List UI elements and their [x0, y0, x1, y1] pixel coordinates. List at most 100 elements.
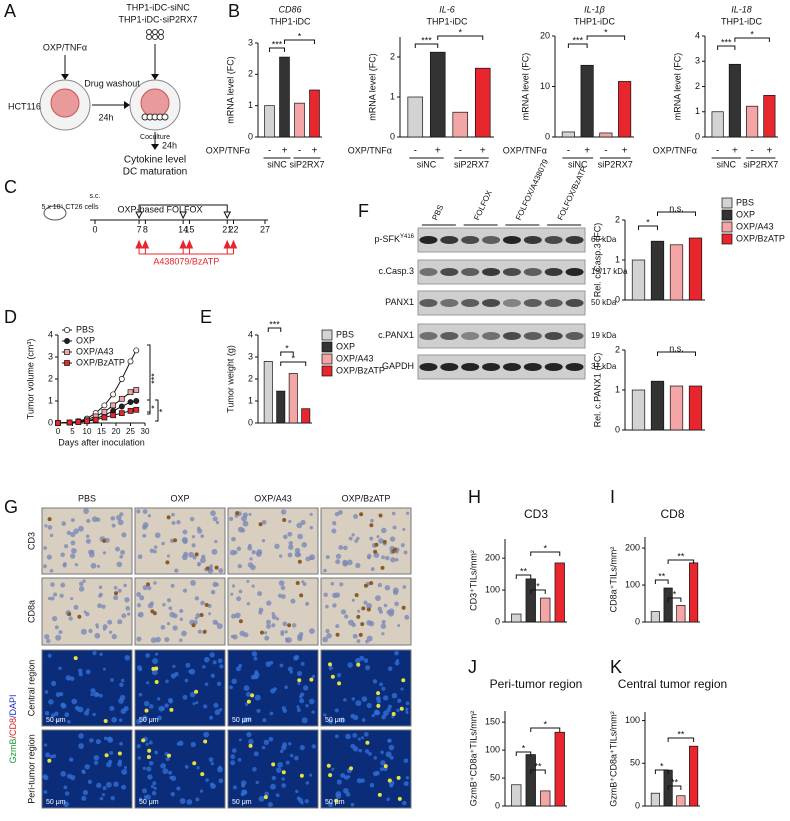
nucleus: [88, 628, 93, 634]
day-label: 0: [92, 224, 97, 234]
nucleus: [64, 712, 70, 718]
x-row-label: OXP/TNFα: [503, 145, 547, 155]
positive-cell: [67, 612, 72, 617]
nucleus: [251, 651, 258, 657]
nucleus: [188, 669, 193, 674]
row-name: PANX1: [385, 297, 414, 307]
nucleus: [65, 675, 72, 681]
blot-band: [461, 332, 480, 340]
positive-cell: [200, 772, 205, 777]
x-tick-label: +: [622, 146, 628, 157]
nucleus: [299, 692, 305, 697]
nucleus: [103, 736, 108, 741]
nucleus: [340, 772, 346, 778]
nucleus: [232, 634, 238, 640]
nucleus: [381, 632, 385, 636]
nucleus: [280, 632, 284, 637]
marker: [118, 403, 125, 410]
x-tick-label: 5: [70, 427, 75, 436]
bar: [689, 745, 699, 807]
label: 24h: [98, 112, 113, 122]
marker: [110, 402, 116, 409]
drug-arrow: [141, 239, 150, 254]
panel-letter: I: [610, 487, 615, 507]
dc-icon: [152, 29, 158, 35]
bar: [525, 578, 536, 623]
nucleus: [138, 797, 143, 801]
drug-arrow: [185, 239, 194, 254]
blot-band: [544, 268, 563, 276]
nucleus: [204, 656, 210, 663]
nucleus: [194, 596, 200, 601]
nucleus: [214, 539, 218, 544]
nucleus: [305, 781, 310, 785]
positive-cell: [173, 538, 178, 543]
nucleus: [90, 562, 97, 569]
bar: [301, 408, 311, 424]
nucleus: [229, 685, 233, 690]
nucleus: [184, 764, 189, 769]
nucleus: [126, 612, 131, 616]
nucleus: [305, 703, 309, 708]
nucleus: [376, 699, 382, 704]
legend-marker: [64, 349, 70, 355]
y-tick-label: 0: [248, 131, 253, 141]
sig-label: ***: [272, 39, 283, 49]
nucleus: [394, 601, 399, 607]
nucleus: [96, 564, 101, 568]
nucleus: [285, 760, 290, 765]
size-label: 19/17 kDa: [591, 267, 628, 276]
nucleus: [179, 608, 184, 613]
nucleus: [261, 745, 266, 750]
nucleus: [51, 615, 58, 622]
nucleus: [78, 672, 83, 677]
nucleus: [54, 711, 59, 717]
nucleus: [86, 518, 91, 524]
y-tick-label: 2: [615, 344, 620, 354]
nucleus: [78, 733, 84, 739]
nucleus: [66, 773, 72, 779]
sig-label: n.s.: [669, 343, 684, 353]
nucleus: [335, 553, 342, 559]
nucleus: [386, 797, 390, 802]
bar: [580, 64, 594, 138]
nucleus: [101, 793, 106, 797]
nucleus: [162, 603, 166, 607]
nucleus: [90, 693, 94, 697]
nucleus: [397, 698, 402, 703]
nucleus: [78, 668, 83, 674]
nucleus: [368, 752, 372, 756]
day-label: 22: [229, 224, 239, 234]
nucleus: [352, 633, 358, 639]
nucleus: [214, 709, 221, 716]
nucleus: [165, 756, 170, 762]
nucleus: [351, 533, 355, 537]
nucleus: [301, 541, 308, 548]
nucleus: [189, 691, 196, 698]
scale-label: 50 μm: [232, 717, 252, 724]
nucleus: [246, 579, 250, 583]
bar: [288, 373, 298, 424]
row-name: c.Casp.3: [378, 266, 414, 276]
nucleus: [251, 550, 256, 555]
y-axis-label: CD8a⁺TILs/mm²: [608, 547, 618, 613]
nucleus: [402, 585, 407, 589]
nucleus: [95, 692, 100, 697]
positive-cell: [360, 622, 365, 627]
day-label: 21: [222, 224, 232, 234]
nucleus: [309, 512, 313, 517]
nucleus: [325, 555, 330, 560]
x-tick-label: -: [750, 146, 753, 157]
lane-label: FOLFOX/A438079: [514, 157, 550, 221]
nucleus: [339, 717, 346, 724]
x-tick-label: +: [435, 146, 441, 157]
positive-cell: [250, 693, 255, 698]
positive-cell: [330, 674, 335, 679]
nucleus: [106, 781, 112, 788]
nucleus: [197, 629, 202, 634]
y-tick-label: 2: [695, 81, 700, 91]
nucleus: [231, 748, 237, 753]
row-sup: Y416: [400, 234, 415, 240]
nucleus: [50, 596, 55, 601]
